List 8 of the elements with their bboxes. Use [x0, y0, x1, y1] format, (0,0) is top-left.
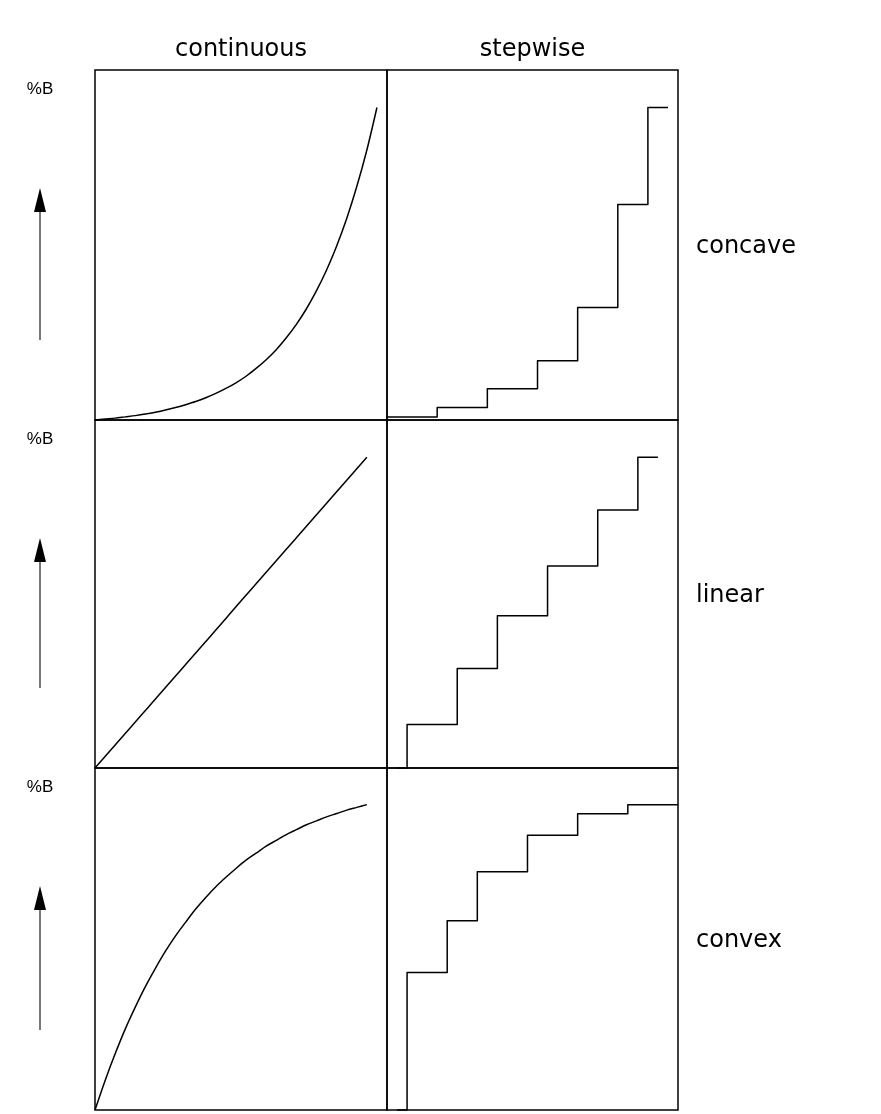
y-axis-title: %B: [26, 79, 54, 98]
chart-title: continuous: [175, 34, 307, 62]
text: concave: [696, 231, 796, 259]
y-axis-title: %B: [26, 777, 54, 796]
text: convex: [696, 925, 782, 953]
chart-title: stepwise: [479, 34, 586, 62]
text: linear: [696, 580, 765, 608]
y-axis-title: %B: [26, 429, 54, 448]
